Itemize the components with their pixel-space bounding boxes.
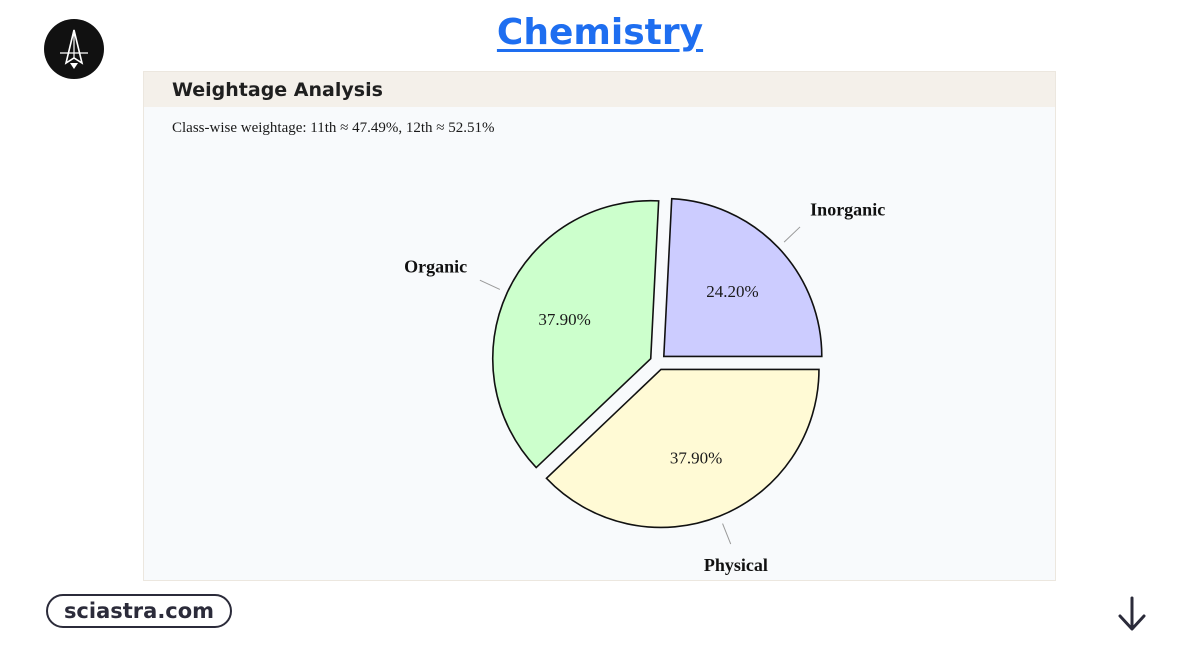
pie-category-label-inorganic: Inorganic <box>810 199 885 219</box>
card-heading: Weightage Analysis <box>144 72 1055 107</box>
pie-percent-label-physical: 37.90% <box>670 448 722 467</box>
pie-slice-organic <box>492 199 660 469</box>
pie-slice-physical <box>545 368 820 529</box>
arrow-down-icon[interactable] <box>1114 594 1150 634</box>
pie-percent-label-organic: 37.90% <box>538 310 590 329</box>
pie-leader-line-physical <box>722 523 732 545</box>
pie-category-label-organic: Organic <box>404 256 467 276</box>
logo <box>44 19 104 79</box>
pie-chart: 37.90% Physical 37.90% Organic 24.20% Inorgan… <box>404 197 885 575</box>
pie-slice-inorganic <box>662 197 823 358</box>
pie-percent-label-inorganic: 24.20% <box>706 282 758 301</box>
brand-link[interactable]: sciastra.com <box>46 594 232 628</box>
page-title: Chemistry <box>496 12 704 53</box>
pie-category-label-physical: Physical <box>704 555 768 575</box>
class-weightage-subtitle: Class-wise weightage: 11th ≈ 47.49%, 12t… <box>172 120 495 136</box>
pie-leader-line-inorganic <box>783 226 801 243</box>
pie-leader-line-organic <box>479 279 501 290</box>
rocket-icon <box>60 29 88 69</box>
weightage-card: Weightage Analysis Class-wise weightage:… <box>143 71 1056 581</box>
